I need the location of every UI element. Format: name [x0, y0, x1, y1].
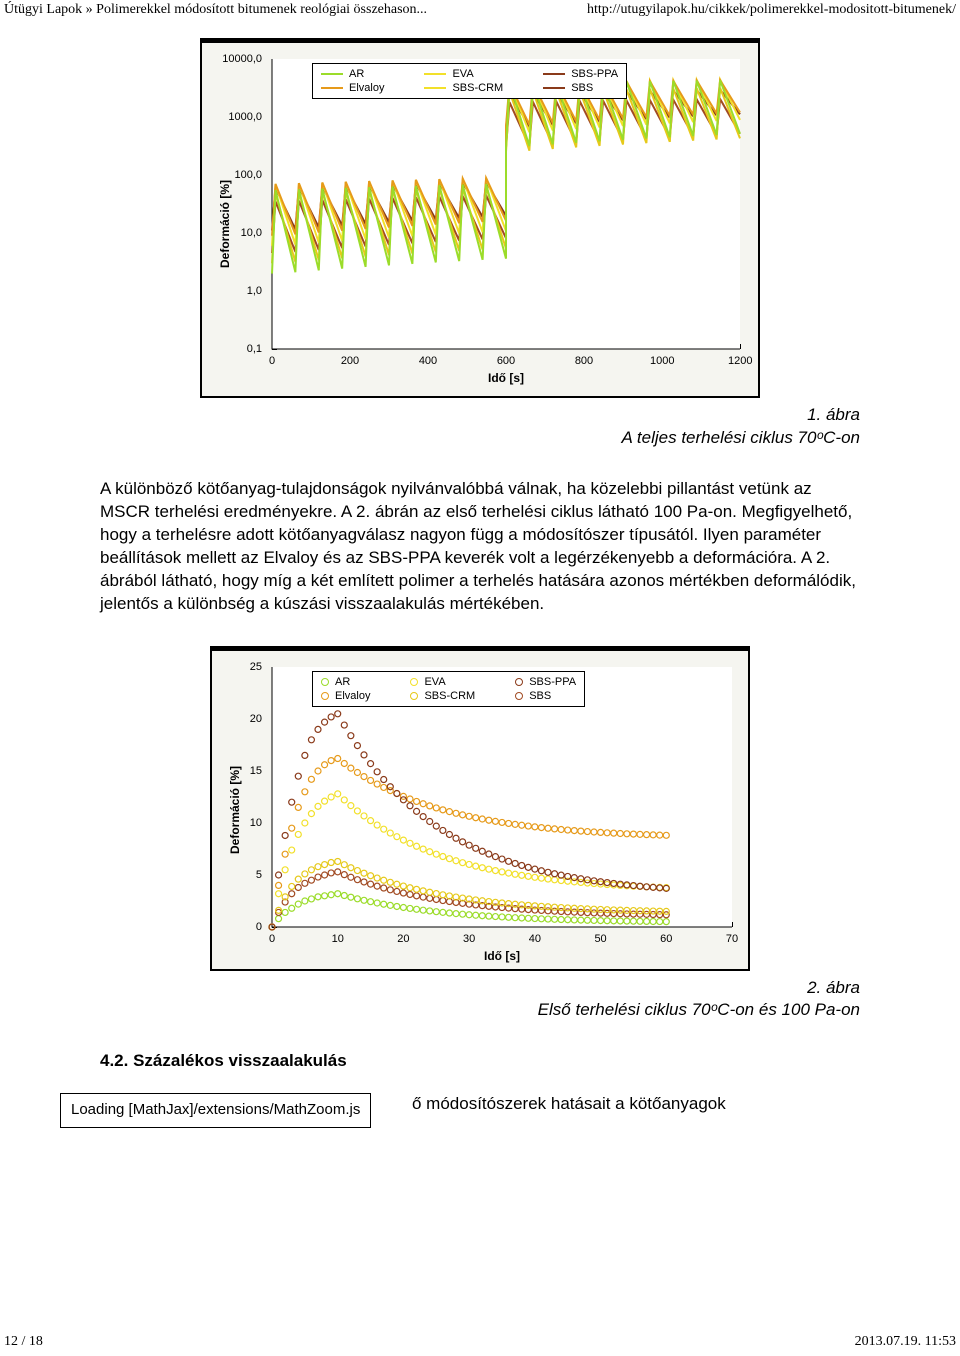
figure-1-caption: 1. ábra A teljes terhelési ciklus 70ᵒC-o…	[100, 404, 860, 450]
legend-item: EVA	[410, 676, 475, 688]
chart1-legend: AR Elvaloy EVA SBS-CRM SBS-PPA SBS	[312, 63, 627, 99]
figure-2: Deformáció [%]Idő [s]0510152025010203040…	[210, 646, 750, 971]
legend-item: SBS-PPA	[515, 676, 576, 688]
print-footer: 12 / 18 2013.07.19. 11:53	[4, 1334, 956, 1350]
figure-1-label: 1. ábra	[807, 405, 860, 424]
mathjax-loading: Loading [MathJax]/extensions/MathZoom.js	[60, 1093, 371, 1127]
legend-item: SBS-PPA	[543, 68, 618, 80]
figure-2-label: 2. ábra	[807, 978, 860, 997]
figure-2-chart: Deformáció [%]Idő [s]0510152025010203040…	[210, 646, 750, 971]
header-right: http://utugyilapok.hu/cikkek/polimerekke…	[587, 2, 956, 18]
figure-1-text: A teljes terhelési ciklus 70ᵒC-on	[621, 428, 860, 447]
figure-2-caption: 2. ábra Első terhelési ciklus 70ᵒC-on és…	[100, 977, 860, 1023]
body-tail: ő módosítószerek hatásait a kötőanyagok	[412, 1093, 726, 1116]
legend-item: SBS-CRM	[410, 690, 475, 702]
legend-item: SBS	[515, 690, 576, 702]
footer-page: 12 / 18	[4, 1334, 43, 1350]
legend-item: AR	[321, 68, 384, 80]
figure-1: Deformáció [%]Idő [s]0,11,010,0100,01000…	[200, 38, 760, 398]
footer-date: 2013.07.19. 11:53	[855, 1334, 956, 1350]
mathjax-row: Loading [MathJax]/extensions/MathZoom.js…	[100, 1093, 860, 1129]
legend-item: SBS	[543, 82, 618, 94]
legend-item: AR	[321, 676, 370, 688]
legend-item: EVA	[424, 68, 503, 80]
legend-item: Elvaloy	[321, 82, 384, 94]
print-header: Útügyi Lapok » Polimerekkel módosított b…	[0, 0, 960, 18]
figure-2-text: Első terhelési ciklus 70ᵒC-on és 100 Pa-…	[538, 1000, 860, 1019]
chart2-legend: AR Elvaloy EVA SBS-CRM SBS-PPA SBS	[312, 671, 585, 707]
figure-1-chart: Deformáció [%]Idő [s]0,11,010,0100,01000…	[200, 38, 760, 398]
section-4-2-heading: 4.2. Százalékos visszaalakulás	[100, 1050, 860, 1073]
page-content: Deformáció [%]Idő [s]0,11,010,0100,01000…	[0, 18, 960, 1129]
legend-item: SBS-CRM	[424, 82, 503, 94]
body-paragraph-1: A különböző kötőanyag-tulajdonságok nyil…	[100, 478, 860, 616]
header-left: Útügyi Lapok » Polimerekkel módosított b…	[4, 2, 427, 18]
legend-item: Elvaloy	[321, 690, 370, 702]
